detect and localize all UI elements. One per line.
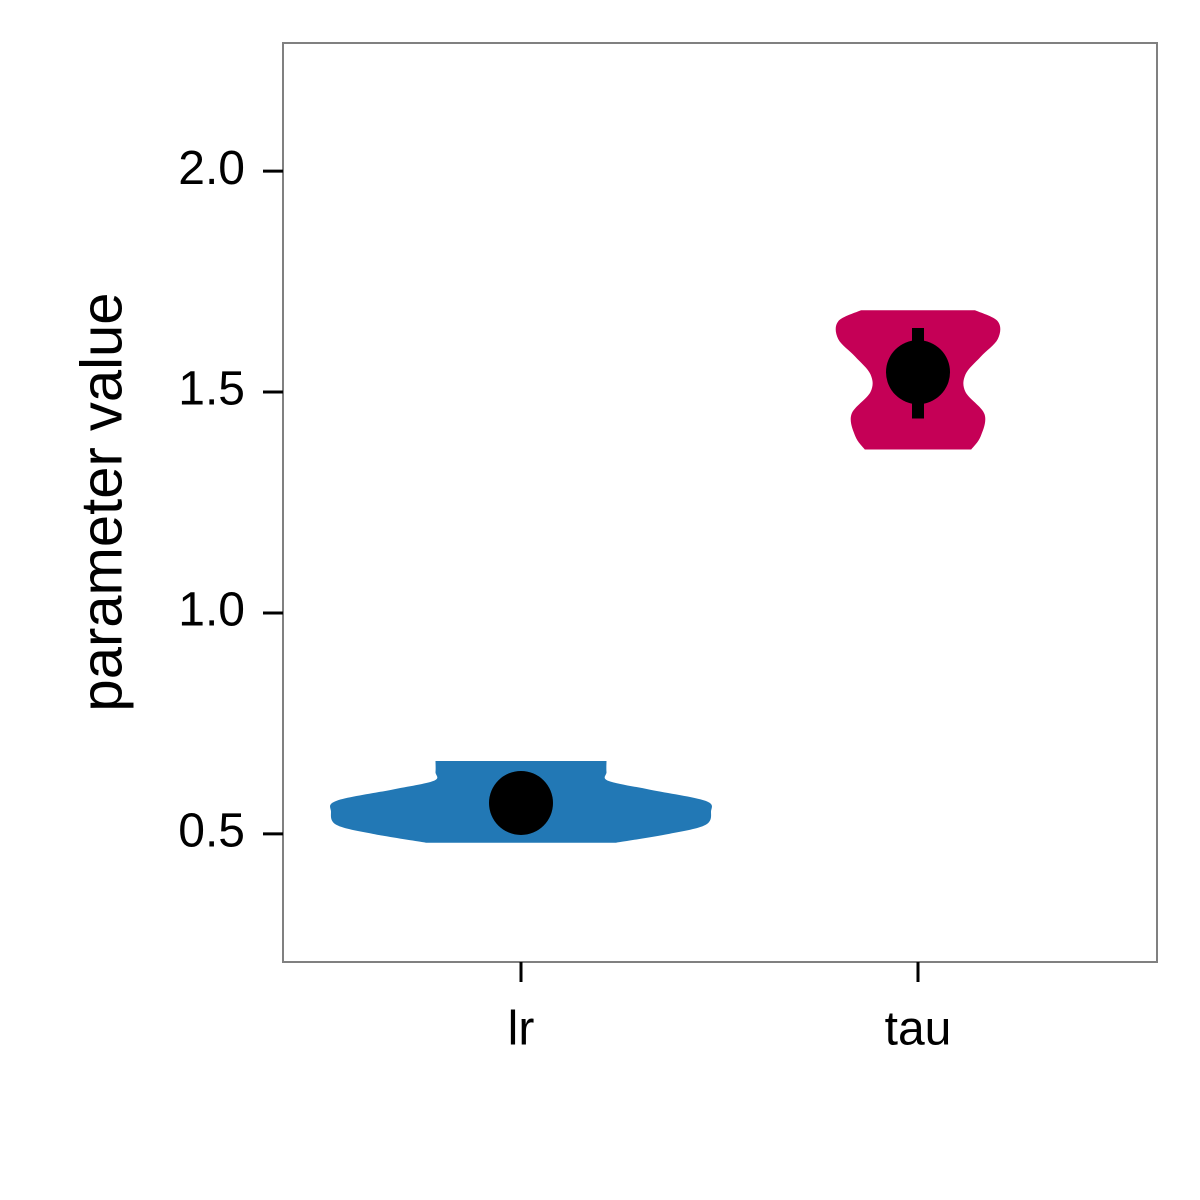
x-axis: lr tau	[508, 962, 952, 1056]
y-axis: 0.5 1.0 1.5 2.0	[178, 142, 283, 858]
y-tick-label: 1.5	[178, 363, 245, 416]
mean-point-lr	[489, 770, 553, 835]
x-tick-label: lr	[508, 1003, 535, 1056]
y-axis-title: parameter value	[69, 292, 134, 711]
violins-layer	[330, 310, 1001, 843]
y-tick-label: 0.5	[178, 805, 245, 858]
y-tick-label: 2.0	[178, 142, 245, 195]
x-tick-label: tau	[885, 1003, 952, 1056]
y-tick-label: 1.0	[178, 584, 245, 637]
mean-point-tau	[886, 340, 950, 405]
